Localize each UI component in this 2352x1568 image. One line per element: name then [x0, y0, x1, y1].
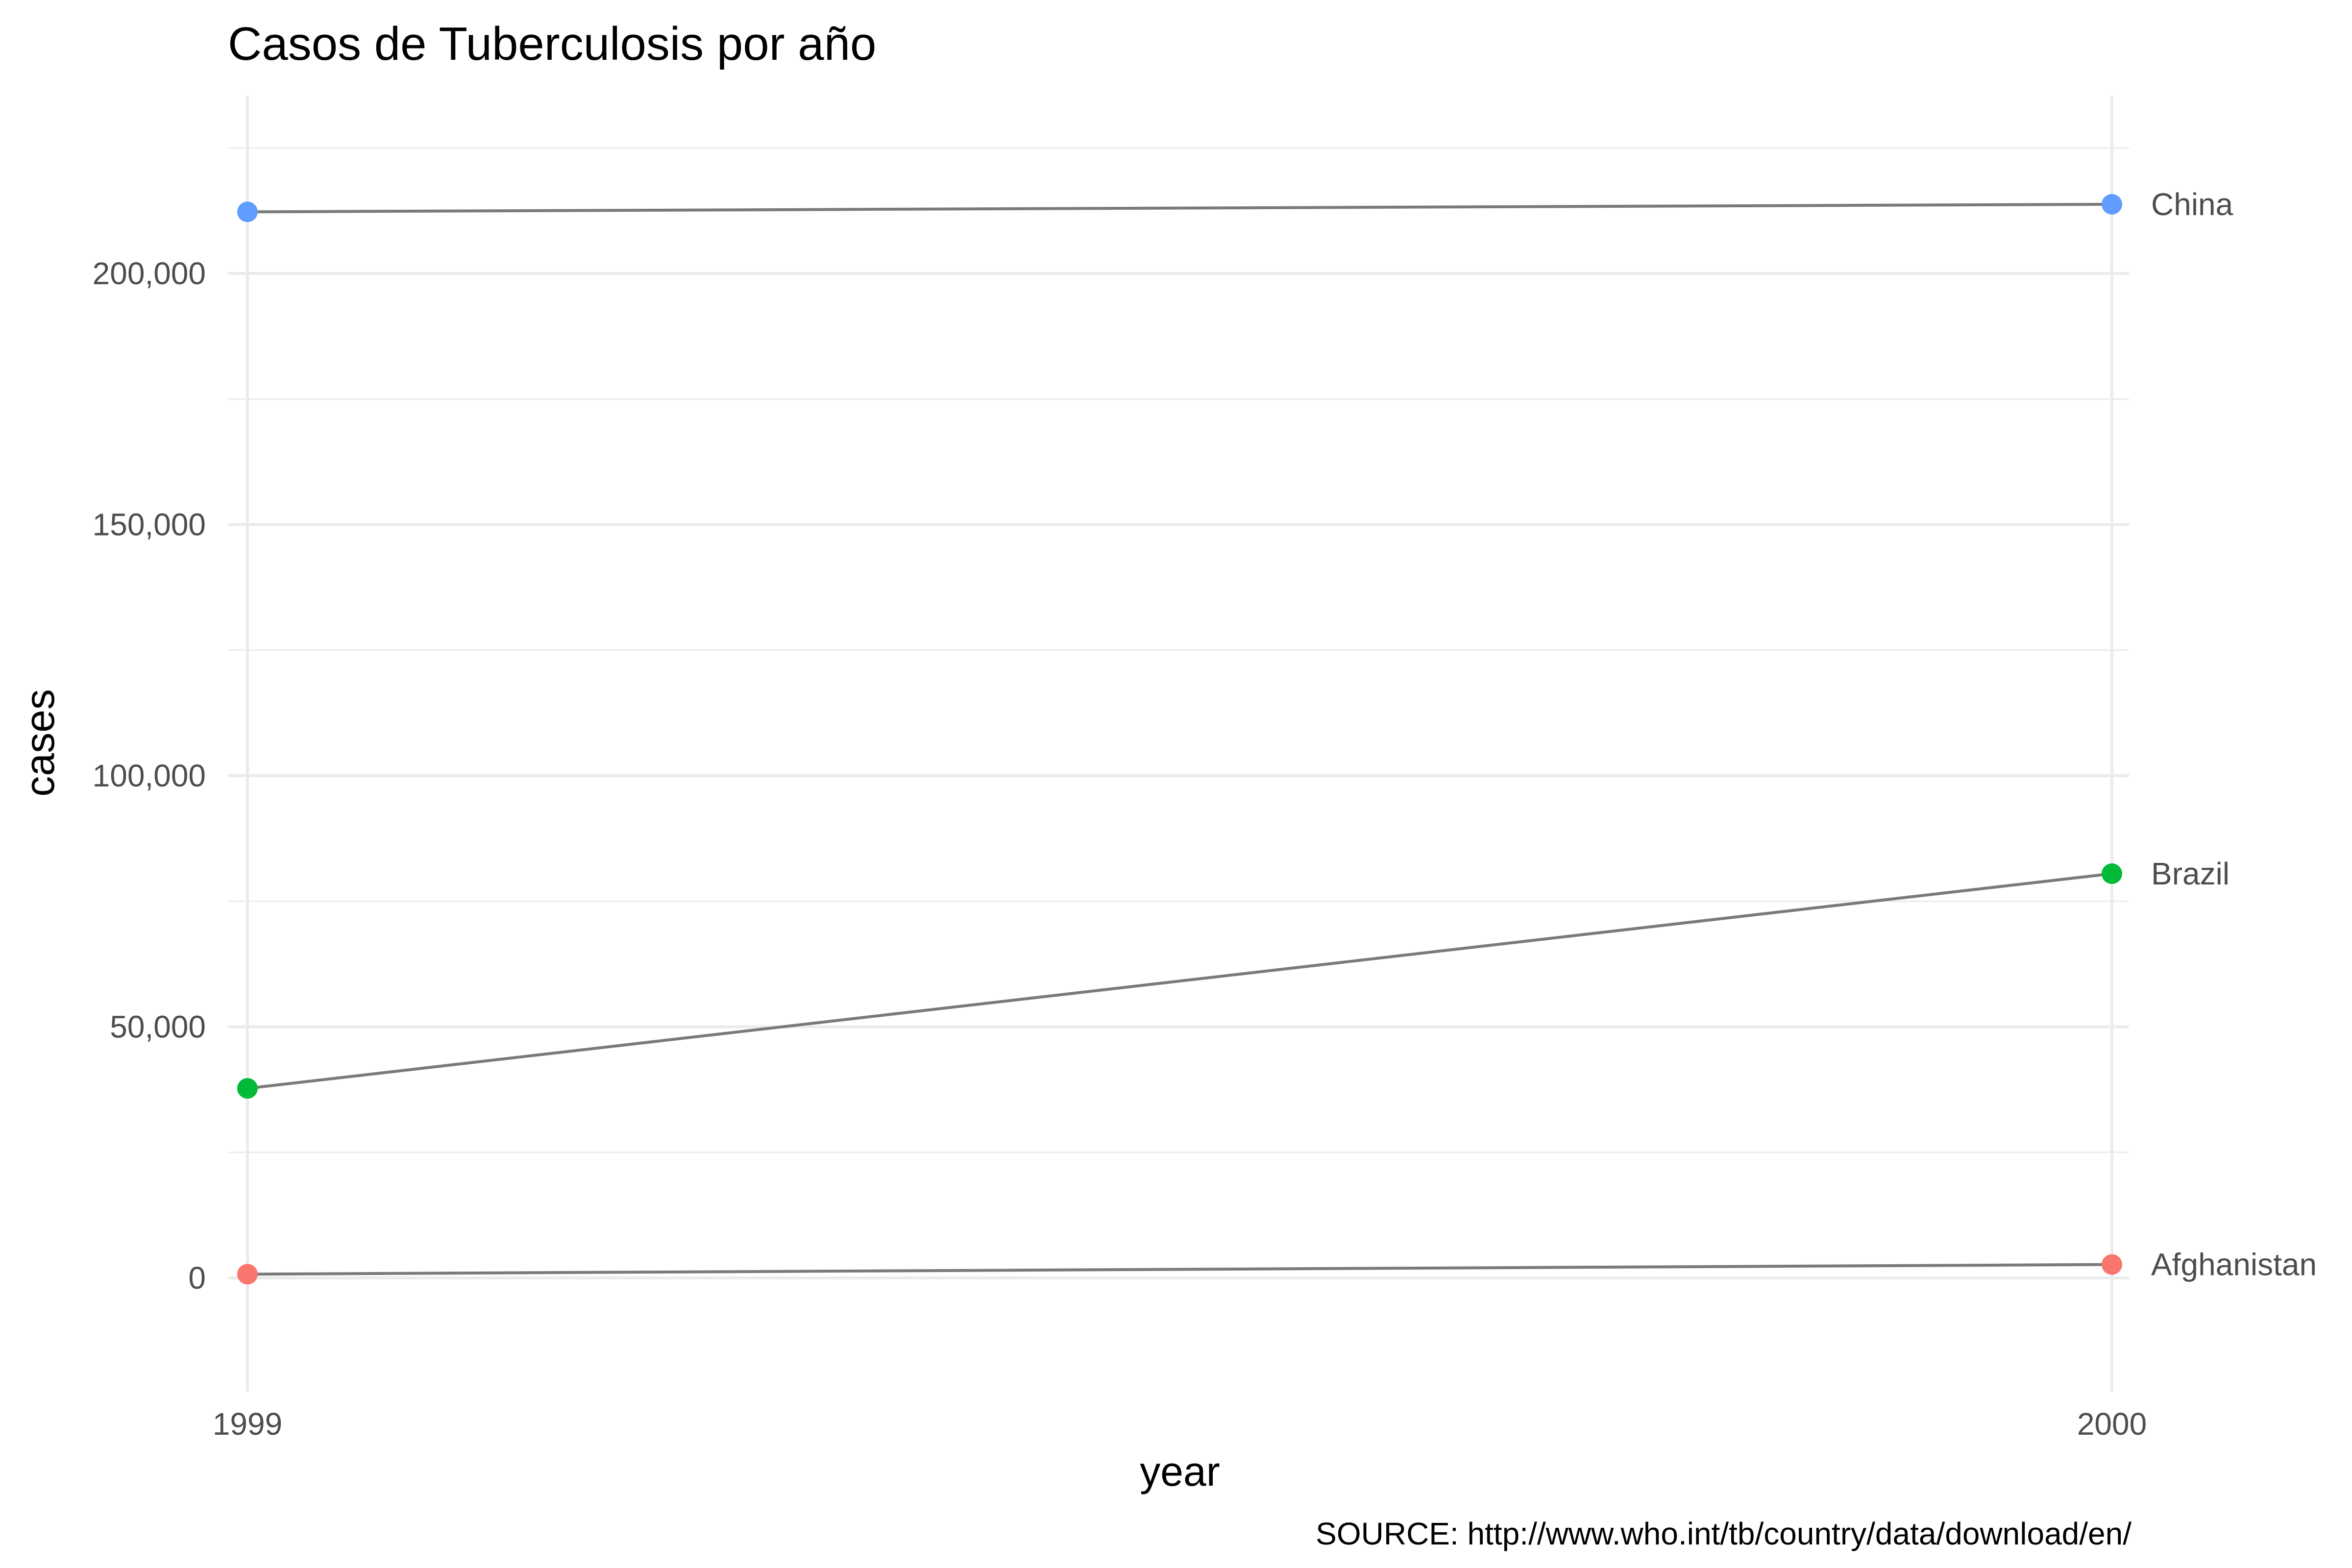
data-point-china [2102, 194, 2122, 215]
y-tick-label: 0 [188, 1260, 206, 1296]
series-label-brazil: Brazil [2151, 856, 2230, 891]
data-point-brazil [2102, 863, 2122, 884]
y-tick-label: 200,000 [93, 256, 206, 291]
x-axis-title: year [1140, 1448, 1220, 1494]
series-line-afghanistan [247, 1263, 2112, 1276]
x-axis-ticks: 1999 2000 [213, 1406, 2147, 1442]
y-axis-title: cases [17, 689, 63, 796]
y-axis-ticks: 0 50,000 100,000 150,000 200,000 [93, 256, 206, 1296]
series-line-china [247, 202, 2112, 214]
series-label-china: China [2151, 187, 2233, 222]
series-points [237, 194, 2122, 1285]
series-lines [247, 202, 2112, 1276]
series-label-afghanistan: Afghanistan [2151, 1247, 2317, 1282]
x-tick-label: 2000 [2077, 1406, 2147, 1442]
data-point-brazil [237, 1078, 258, 1099]
y-tick-label: 50,000 [110, 1009, 206, 1045]
grid [228, 96, 2129, 1392]
y-tick-label: 100,000 [93, 758, 206, 793]
data-point-afghanistan [237, 1264, 258, 1285]
series-labels: Afghanistan Brazil China [2151, 187, 2317, 1282]
y-tick-label: 150,000 [93, 507, 206, 542]
data-point-china [237, 201, 258, 222]
source-caption: SOURCE: http://www.who.int/tb/country/da… [1316, 1516, 2132, 1551]
x-tick-label: 1999 [213, 1406, 282, 1442]
chart-title: Casos de Tuberculosis por año [228, 18, 876, 70]
data-point-afghanistan [2102, 1254, 2122, 1275]
series-line-brazil [247, 872, 2112, 1090]
